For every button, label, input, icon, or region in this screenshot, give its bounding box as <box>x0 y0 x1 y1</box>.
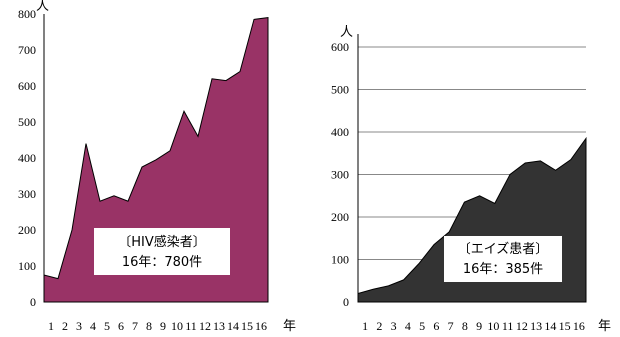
hiv-y-unit-label: 人 <box>36 0 49 14</box>
hiv-x-tick-label: 5 <box>104 319 110 333</box>
hiv-x-ticks: 1 2 3 4 5 6 7 8 9 10 11 12 13 14 15 16 <box>48 319 267 333</box>
aids-y-ticks: 0 100 200 300 400 500 600 <box>331 40 349 309</box>
aids-x-tick-label: 13 <box>530 319 542 333</box>
aids-x-tick-label: 8 <box>462 319 468 333</box>
hiv-x-tick-label: 9 <box>160 319 166 333</box>
hiv-x-tick-label: 15 <box>241 319 253 333</box>
hiv-y-tick-label: 300 <box>18 187 36 201</box>
hiv-x-tick-label: 4 <box>90 319 96 333</box>
aids-x-tick-label: 7 <box>448 319 454 333</box>
aids-y-tick-label: 300 <box>331 168 349 182</box>
aids-x-tick-label: 9 <box>476 319 482 333</box>
aids-annotation-line1: 〔エイズ患者〕 <box>458 241 549 257</box>
aids-y-tick-label: 0 <box>343 295 349 309</box>
aids-x-tick-label: 16 <box>573 319 585 333</box>
aids-x-tick-label: 6 <box>433 319 439 333</box>
aids-x-tick-label: 2 <box>376 319 382 333</box>
hiv-x-tick-label: 16 <box>255 319 267 333</box>
hiv-x-tick-label: 3 <box>76 319 82 333</box>
aids-x-tick-label: 4 <box>405 319 411 333</box>
aids-y-tick-label: 200 <box>331 210 349 224</box>
aids-x-tick-label: 14 <box>544 319 556 333</box>
hiv-x-tick-label: 12 <box>199 319 211 333</box>
hiv-x-tick-label: 10 <box>171 319 183 333</box>
aids-x-tick-label: 3 <box>391 319 397 333</box>
aids-y-tick-label: 600 <box>331 40 349 54</box>
aids-x-unit-label: 年 <box>598 319 611 334</box>
hiv-y-tick-label: 400 <box>18 151 36 165</box>
hiv-x-tick-label: 2 <box>62 319 68 333</box>
aids-y-tick-label: 400 <box>331 125 349 139</box>
hiv-x-tick-label: 6 <box>118 319 124 333</box>
hiv-annotation-line2: 16年：780件 <box>122 255 202 270</box>
hiv-annotation-box <box>94 228 230 275</box>
hiv-x-unit-label: 年 <box>283 319 296 334</box>
hiv-y-ticks: 0 100 200 300 400 500 600 700 800 <box>18 7 36 309</box>
aids-x-tick-label: 15 <box>559 319 571 333</box>
hiv-annotation: 〔HIV感染者〕 16年：780件 <box>94 228 230 275</box>
aids-annotation-box <box>444 236 562 282</box>
hiv-y-tick-label: 100 <box>18 259 36 273</box>
hiv-y-tick-label: 200 <box>18 223 36 237</box>
aids-x-tick-label: 11 <box>502 319 514 333</box>
aids-y-tick-label: 500 <box>331 83 349 97</box>
hiv-x-tick-label: 13 <box>213 319 225 333</box>
aids-annotation-line2: 16年：385件 <box>463 262 543 277</box>
hiv-y-tick-label: 800 <box>18 7 36 21</box>
aids-x-tick-label: 5 <box>419 319 425 333</box>
hiv-x-tick-label: 14 <box>227 319 239 333</box>
aids-y-unit-label: 人 <box>340 25 353 40</box>
aids-x-tick-label: 1 <box>362 319 368 333</box>
hiv-x-tick-label: 8 <box>146 319 152 333</box>
hiv-y-tick-label: 700 <box>18 43 36 57</box>
hiv-x-tick-label: 7 <box>132 319 138 333</box>
aids-y-tick-label: 100 <box>331 253 349 267</box>
hiv-x-tick-label: 1 <box>48 319 54 333</box>
aids-annotation: 〔エイズ患者〕 16年：385件 <box>444 236 562 282</box>
hiv-x-tick-label: 11 <box>185 319 197 333</box>
hiv-y-tick-label: 600 <box>18 79 36 93</box>
hiv-annotation-line1: 〔HIV感染者〕 <box>118 234 206 250</box>
aids-x-tick-label: 10 <box>487 319 499 333</box>
aids-x-tick-label: 12 <box>516 319 528 333</box>
aids-x-ticks: 1 2 3 4 5 6 7 8 9 10 11 12 13 14 15 16 <box>362 319 585 333</box>
hiv-y-tick-label: 0 <box>30 295 36 309</box>
hiv-y-tick-label: 500 <box>18 115 36 129</box>
